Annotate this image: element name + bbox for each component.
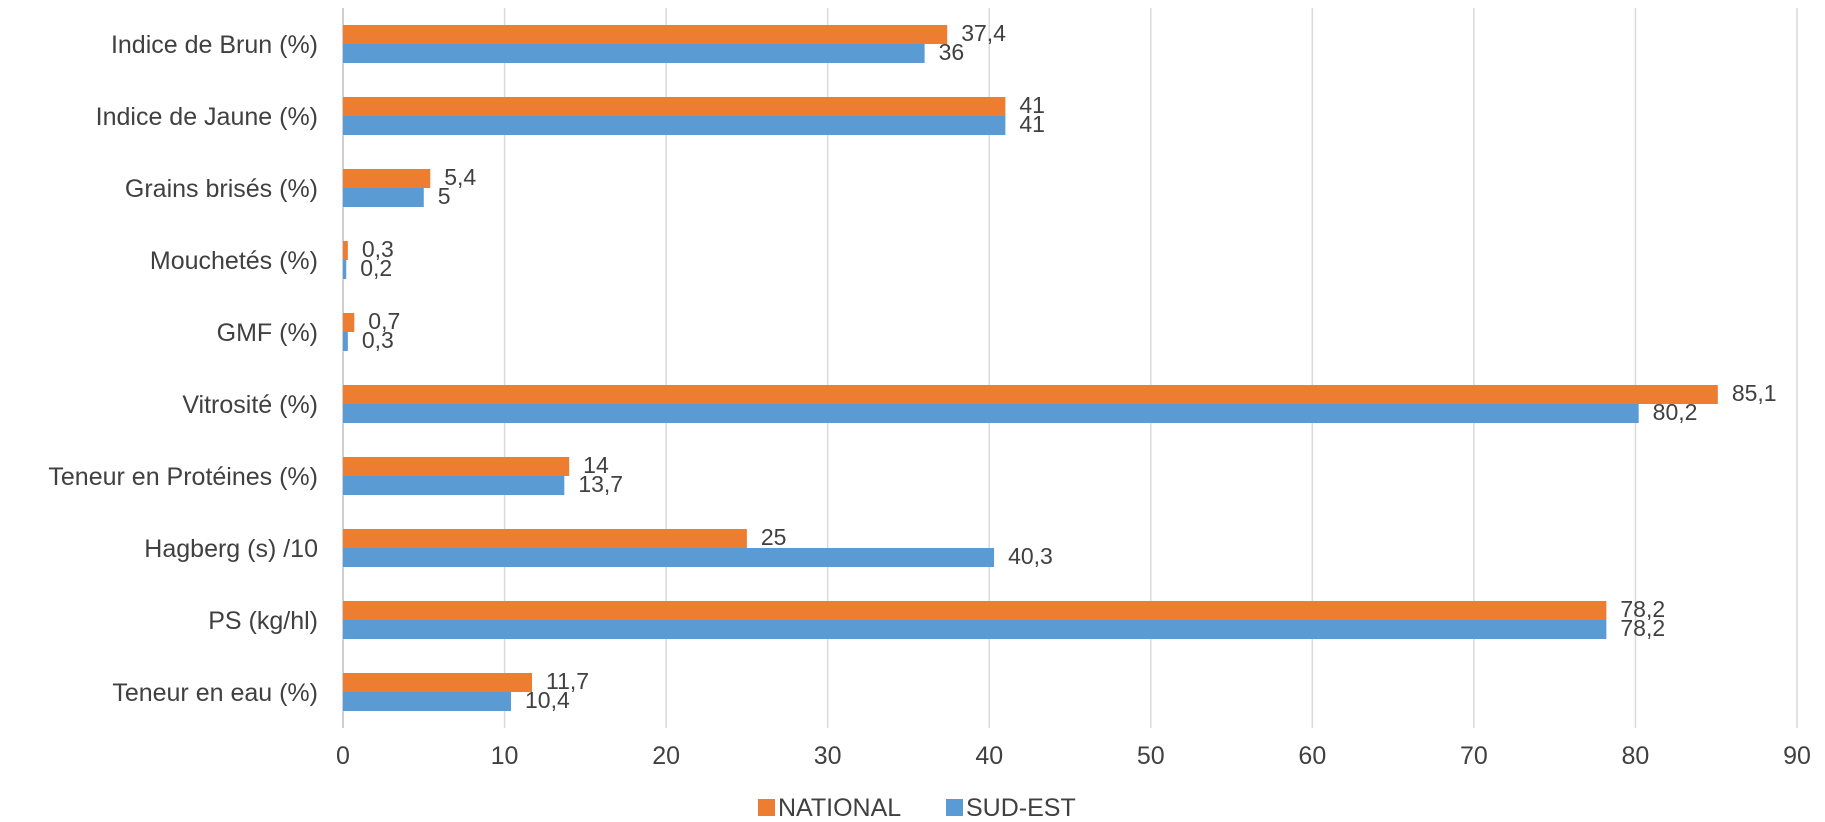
x-tick-label: 10 bbox=[491, 742, 519, 770]
category-label: Grains brisés (%) bbox=[125, 175, 318, 203]
data-label: 10,4 bbox=[525, 687, 570, 713]
bar-national bbox=[343, 529, 747, 548]
x-tick-label: 50 bbox=[1137, 742, 1165, 770]
bar-sud-est bbox=[343, 692, 512, 711]
category-label: GMF (%) bbox=[217, 319, 318, 347]
data-label: 14 bbox=[583, 452, 609, 478]
data-label: 40,3 bbox=[1008, 543, 1053, 569]
bar-national bbox=[343, 241, 348, 260]
data-label: 5,4 bbox=[444, 164, 476, 190]
bar-sud-est bbox=[343, 188, 424, 207]
bar-national bbox=[343, 385, 1718, 404]
x-tick-label: 70 bbox=[1460, 742, 1488, 770]
data-label: 11,7 bbox=[546, 668, 589, 694]
bar-sud-est bbox=[343, 116, 1006, 135]
data-label: 78,2 bbox=[1620, 596, 1665, 622]
data-labels: 37,43641415,450,30,20,70,385,180,21413,7… bbox=[360, 20, 1776, 713]
bar-national bbox=[343, 601, 1607, 620]
bars bbox=[343, 25, 1718, 711]
data-label: 41 bbox=[1019, 111, 1045, 137]
bar-sud-est bbox=[343, 332, 348, 351]
bar-sud-est bbox=[343, 260, 347, 279]
bar-sud-est bbox=[343, 620, 1607, 639]
data-label: 80,2 bbox=[1653, 399, 1698, 425]
bar-sud-est bbox=[343, 476, 565, 495]
data-label: 78,2 bbox=[1620, 615, 1665, 641]
legend-label: SUD-EST bbox=[966, 794, 1076, 822]
bar-sud-est bbox=[343, 44, 925, 63]
x-tick-label: 0 bbox=[336, 742, 350, 770]
x-tick-label: 80 bbox=[1622, 742, 1650, 770]
data-label: 5 bbox=[438, 183, 451, 209]
x-axis-ticks: 0 10 20 30 40 50 60 70 80 90 bbox=[336, 742, 1811, 770]
x-tick-label: 90 bbox=[1783, 742, 1811, 770]
bar-national bbox=[343, 169, 431, 188]
legend-swatch-national bbox=[758, 799, 775, 816]
category-label: Teneur en Protéines (%) bbox=[48, 463, 318, 491]
bar-national bbox=[343, 457, 570, 476]
bar-national bbox=[343, 25, 948, 44]
category-label: Teneur en eau (%) bbox=[112, 679, 318, 707]
data-label: 13,7 bbox=[578, 471, 623, 497]
data-label: 0,3 bbox=[362, 327, 394, 353]
category-label: Hagberg (s) /10 bbox=[144, 535, 318, 563]
data-label: 0,7 bbox=[368, 308, 400, 334]
x-tick-label: 60 bbox=[1298, 742, 1326, 770]
x-tick-label: 40 bbox=[975, 742, 1003, 770]
bar-national bbox=[343, 313, 355, 332]
data-label: 25 bbox=[761, 524, 787, 550]
category-label: Indice de Brun (%) bbox=[111, 31, 318, 59]
data-label: 85,1 bbox=[1732, 380, 1777, 406]
legend-swatch-sud-est bbox=[946, 799, 963, 816]
category-labels: Indice de Brun (%) Indice de Jaune (%) Gra… bbox=[48, 31, 318, 707]
x-tick-label: 30 bbox=[814, 742, 842, 770]
category-label: Mouchetés (%) bbox=[150, 247, 318, 275]
category-label: Indice de Jaune (%) bbox=[96, 103, 318, 131]
bar-national bbox=[343, 673, 533, 692]
legend-label: NATIONAL bbox=[778, 794, 901, 822]
data-label: 0,3 bbox=[362, 236, 394, 262]
legend: NATIONAL SUD-EST bbox=[758, 794, 1076, 822]
data-label: 0,2 bbox=[360, 255, 392, 281]
bar-sud-est bbox=[343, 548, 995, 567]
bar-sud-est bbox=[343, 404, 1639, 423]
x-tick-label: 20 bbox=[652, 742, 680, 770]
category-label: Vitrosité (%) bbox=[182, 391, 318, 419]
data-label: 41 bbox=[1019, 92, 1045, 118]
data-label: 37,4 bbox=[961, 20, 1006, 46]
bar-national bbox=[343, 97, 1006, 116]
data-label: 36 bbox=[939, 39, 965, 65]
category-label: PS (kg/hl) bbox=[208, 607, 318, 635]
